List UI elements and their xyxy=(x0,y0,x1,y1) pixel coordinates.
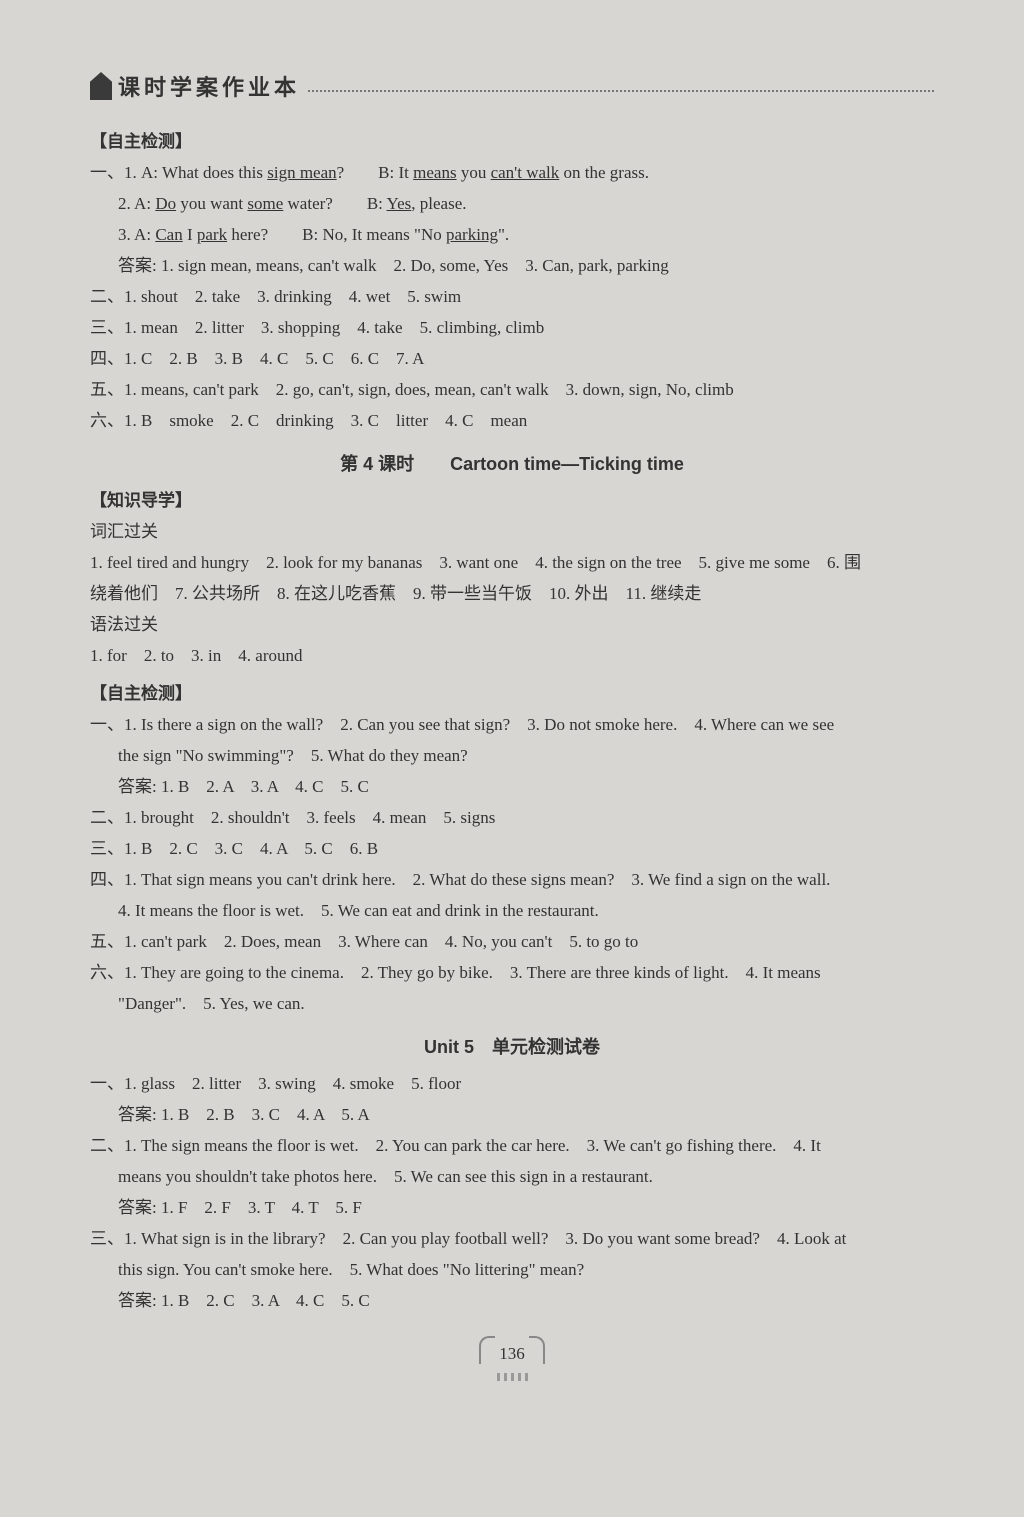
underline: Do xyxy=(155,194,176,213)
text: on the grass. xyxy=(559,163,649,182)
text: ". xyxy=(498,225,509,244)
s3-q6: 六、1. They are going to the cinema. 2. Th… xyxy=(90,958,934,988)
header-dotline xyxy=(308,80,934,92)
section-label-knowledge: 【知识导学】 xyxy=(90,486,934,511)
page-number-wrap: 136 xyxy=(90,1342,934,1386)
s3-q2: 二、1. brought 2. shouldn't 3. feels 4. me… xyxy=(90,803,934,833)
answer-line: 答案: 1. B 2. C 3. A 4. C 5. C xyxy=(90,1286,934,1316)
page-number: 136 xyxy=(493,1342,531,1366)
q4-line: 四、1. C 2. B 3. B 4. C 5. C 6. C 7. A xyxy=(90,344,934,374)
unit5-title: Unit 5 单元检测试卷 xyxy=(90,1033,934,1059)
s3-q6b: "Danger". 5. Yes, we can. xyxy=(90,989,934,1019)
q6-line: 六、1. B smoke 2. C drinking 3. C litter 4… xyxy=(90,406,934,436)
s3-q5: 五、1. can't park 2. Does, mean 3. Where c… xyxy=(90,927,934,957)
underline: sign mean xyxy=(267,163,336,182)
underline: can't walk xyxy=(491,163,560,182)
text: water? B: xyxy=(283,194,386,213)
text: here? B: No, It means "No xyxy=(227,225,446,244)
s3-q4: 四、1. That sign means you can't drink her… xyxy=(90,865,934,895)
s4-q3b: this sign. You can't smoke here. 5. What… xyxy=(90,1255,934,1285)
header: 课时学案作业本 xyxy=(90,70,934,102)
underline: park xyxy=(197,225,227,244)
lesson-4-title: 第 4 课时 Cartoon time—Ticking time xyxy=(90,450,934,476)
q1-line1: 一、1. A: What does this sign mean? B: It … xyxy=(90,158,934,188)
underline: Can xyxy=(155,225,182,244)
text: 一、1. A: What does this xyxy=(90,163,267,182)
s4-q1: 一、1. glass 2. litter 3. swing 4. smoke 5… xyxy=(90,1069,934,1099)
q5-line: 五、1. means, can't park 2. go, can't, sig… xyxy=(90,375,934,405)
underline: means xyxy=(413,163,456,182)
s4-q3: 三、1. What sign is in the library? 2. Can… xyxy=(90,1224,934,1254)
book-logo-icon xyxy=(90,72,112,100)
q2-line: 二、1. shout 2. take 3. drinking 4. wet 5.… xyxy=(90,282,934,312)
text: you xyxy=(457,163,491,182)
text: I xyxy=(183,225,197,244)
q1-line3: 3. A: Can I park here? B: No, It means "… xyxy=(90,220,934,250)
grammar-header: 语法过关 xyxy=(90,610,934,640)
grammar-line: 1. for 2. to 3. in 4. around xyxy=(90,641,934,671)
answer-line: 答案: 1. sign mean, means, can't walk 2. D… xyxy=(90,251,934,281)
answer-line: 答案: 1. B 2. A 3. A 4. C 5. C xyxy=(90,772,934,802)
vocab-header: 词汇过关 xyxy=(90,517,934,547)
s3-q1b: the sign "No swimming"? 5. What do they … xyxy=(90,741,934,771)
section-label-self-test-1: 【自主检测】 xyxy=(90,127,934,152)
underline: parking xyxy=(446,225,498,244)
answer-line: 答案: 1. B 2. B 3. C 4. A 5. A xyxy=(90,1100,934,1130)
answer-line: 答案: 1. F 2. F 3. T 4. T 5. F xyxy=(90,1193,934,1223)
vocab-line2: 绕着他们 7. 公共场所 8. 在这儿吃香蕉 9. 带一些当午饭 10. 外出 … xyxy=(90,579,934,609)
underline: Yes xyxy=(387,194,412,213)
section-label-self-test-2: 【自主检测】 xyxy=(90,679,934,704)
text: you want xyxy=(176,194,247,213)
s4-q2: 二、1. The sign means the floor is wet. 2.… xyxy=(90,1131,934,1161)
vocab-line1: 1. feel tired and hungry 2. look for my … xyxy=(90,548,934,578)
text: ? B: It xyxy=(337,163,414,182)
underline: some xyxy=(247,194,283,213)
page: 课时学案作业本 【自主检测】 一、1. A: What does this si… xyxy=(0,0,1024,1517)
text: 2. A: xyxy=(118,194,155,213)
q3-line: 三、1. mean 2. litter 3. shopping 4. take … xyxy=(90,313,934,343)
s3-q4b: 4. It means the floor is wet. 5. We can … xyxy=(90,896,934,926)
q1-line2: 2. A: Do you want some water? B: Yes, pl… xyxy=(90,189,934,219)
s3-q1: 一、1. Is there a sign on the wall? 2. Can… xyxy=(90,710,934,740)
s4-q2b: means you shouldn't take photos here. 5.… xyxy=(90,1162,934,1192)
text: 3. A: xyxy=(118,225,155,244)
page-ornament-icon xyxy=(490,1368,534,1378)
text: , please. xyxy=(411,194,466,213)
book-title: 课时学案作业本 xyxy=(118,70,300,102)
s3-q3: 三、1. B 2. C 3. C 4. A 5. C 6. B xyxy=(90,834,934,864)
